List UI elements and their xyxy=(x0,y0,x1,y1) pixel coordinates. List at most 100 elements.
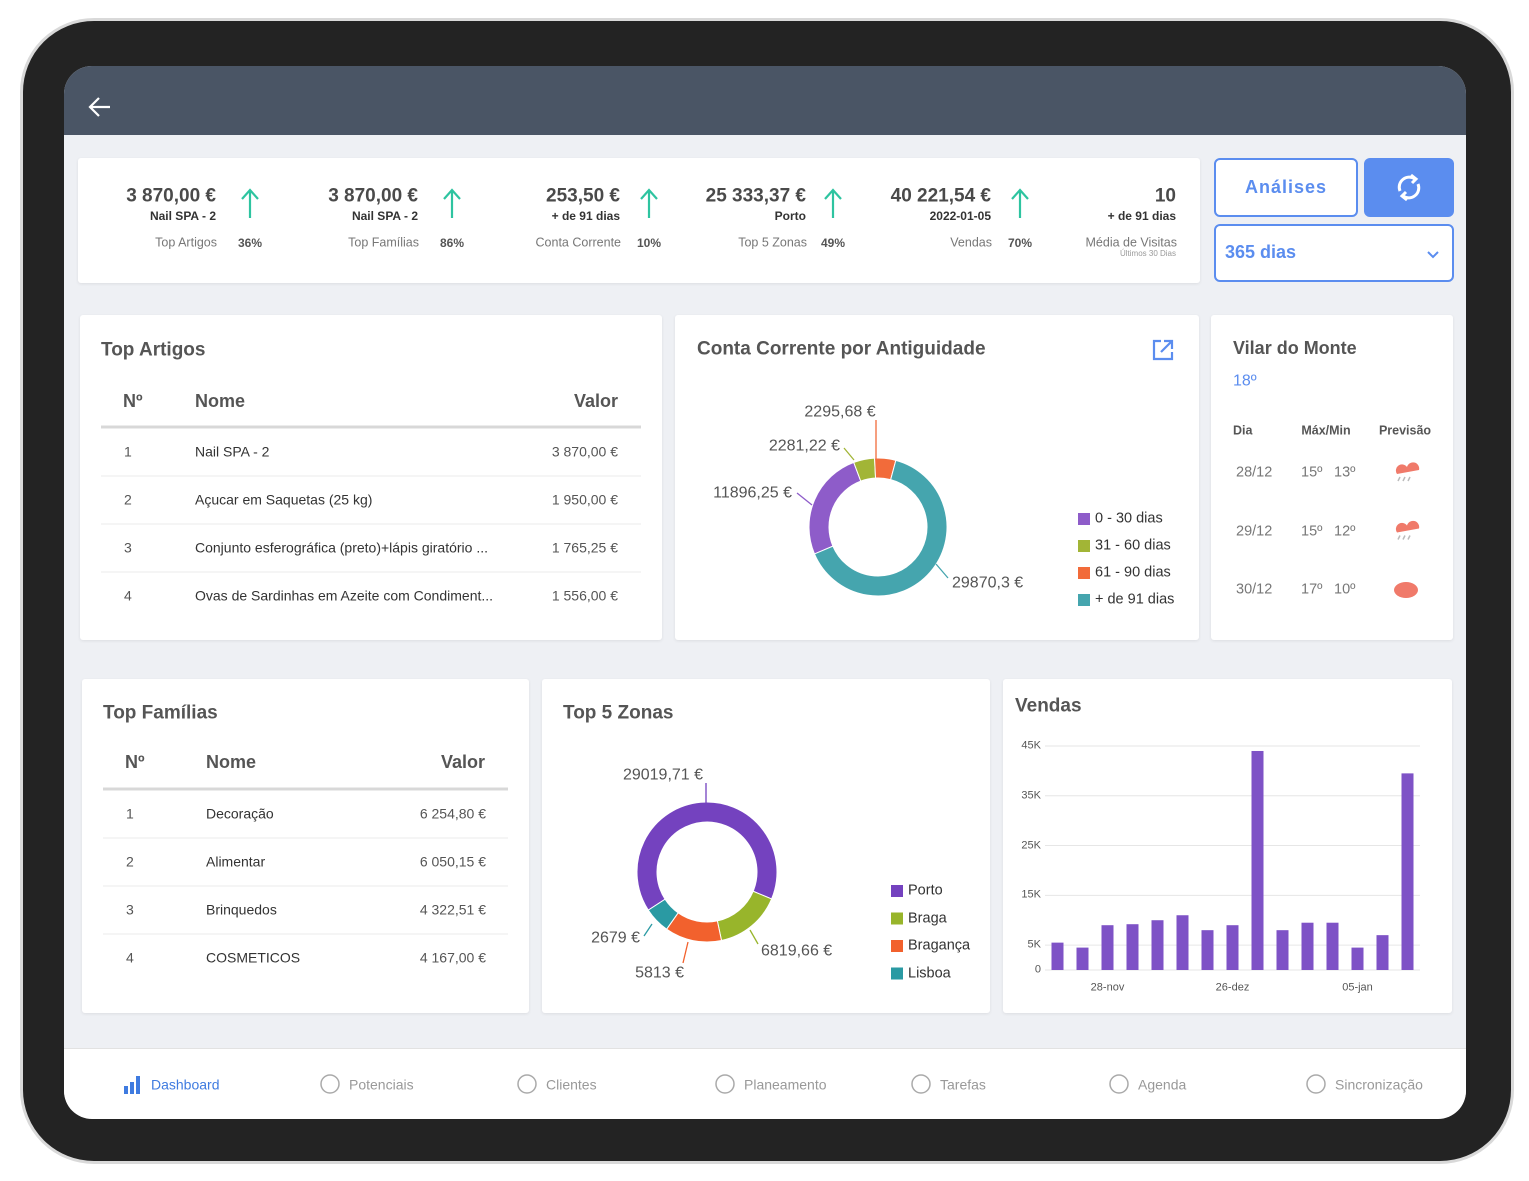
trend-arrow xyxy=(640,188,658,218)
nav-item[interactable]: Planeamento xyxy=(744,1076,827,1093)
kpi-value: 253,50 € xyxy=(546,185,620,207)
x-tick-label: 26-dez xyxy=(1215,981,1250,994)
table-cell: 3 870,00 € xyxy=(551,443,618,460)
weather-header: Previsão xyxy=(1378,423,1432,438)
kpi-label: Conta Corrente xyxy=(535,235,621,250)
x-tick-label: 28-nov xyxy=(1090,981,1125,994)
kpi-pct: 10% xyxy=(637,235,662,250)
weather-day: 30/12 xyxy=(1236,581,1273,598)
column-header: Nome xyxy=(206,752,257,773)
legend-swatch xyxy=(891,912,903,925)
table-cell: 4 xyxy=(124,587,132,604)
table-cell: 1 xyxy=(126,805,134,822)
conta-corrente-card xyxy=(675,315,1199,640)
kpi-note: Últimos 30 Dias xyxy=(1119,249,1176,259)
legend-label: 0 - 30 dias xyxy=(1095,510,1163,527)
kpi-label: Vendas xyxy=(950,235,992,250)
nav-icon xyxy=(1306,1074,1326,1094)
legend-label: Lisboa xyxy=(908,964,951,981)
kpi-value: 25 333,37 € xyxy=(705,185,806,207)
legend-label: 31 - 60 dias xyxy=(1095,537,1171,554)
temperature: 18º xyxy=(1233,372,1257,390)
kpi-label: Top Artigos xyxy=(155,235,217,250)
trend-arrow xyxy=(824,188,842,218)
bar xyxy=(1301,922,1314,970)
card-title: Top Famílias xyxy=(103,702,218,724)
nav-icon xyxy=(715,1074,735,1094)
bar xyxy=(1151,920,1164,970)
y-tick-label: 25K xyxy=(1021,838,1041,851)
nav-item[interactable]: Dashboard xyxy=(151,1076,220,1093)
leader-line xyxy=(643,923,653,937)
kpi-value: 10 xyxy=(1154,185,1176,207)
rain-icon xyxy=(1395,462,1420,474)
column-header: Valor xyxy=(440,752,485,773)
nav-icon xyxy=(320,1074,340,1094)
nav-item[interactable]: Sincronização xyxy=(1335,1076,1423,1093)
bar xyxy=(1101,925,1114,970)
weather-header: Dia xyxy=(1233,423,1253,438)
bar xyxy=(1226,925,1239,970)
legend-swatch xyxy=(1078,540,1090,552)
legend-swatch xyxy=(891,967,903,980)
kpi-label: Média de Visitas xyxy=(1085,235,1178,250)
bar xyxy=(1276,930,1289,970)
trend-arrow xyxy=(241,188,259,218)
bar xyxy=(1326,922,1339,970)
legend-swatch xyxy=(1078,594,1090,606)
donut-segment xyxy=(716,890,773,942)
table-cell: 1 556,00 € xyxy=(551,587,618,604)
legend-label: Braga xyxy=(908,909,947,926)
kpi-pct: 70% xyxy=(1008,235,1033,250)
table-cell: 3 xyxy=(124,539,132,556)
value-label: 2295,68 € xyxy=(804,403,876,421)
kpi-value: 3 870,00 € xyxy=(328,185,418,207)
legend-swatch xyxy=(1078,513,1090,525)
weather-min: 10º xyxy=(1334,581,1356,598)
nav-item[interactable]: Agenda xyxy=(1138,1076,1187,1093)
refresh-button[interactable] xyxy=(1364,158,1454,217)
legend-swatch xyxy=(891,885,903,897)
legend-swatch xyxy=(891,940,903,952)
kpi-sub: Porto xyxy=(774,208,806,223)
weather-header: Máx/Min xyxy=(1301,423,1351,438)
leader-line xyxy=(935,563,949,579)
table-cell: Conjunto esferográfica (preto)+lápis gir… xyxy=(195,539,488,556)
donut-segment xyxy=(808,461,862,555)
weather-max: 17º xyxy=(1301,581,1323,598)
top-artigos-card xyxy=(80,315,662,640)
bar xyxy=(1051,942,1064,970)
y-tick-label: 15K xyxy=(1021,888,1041,901)
nav-item[interactable]: Clientes xyxy=(546,1076,597,1093)
card-title: Top Artigos xyxy=(101,339,206,361)
period-select[interactable]: 365 dias xyxy=(1214,224,1454,282)
sun-icon xyxy=(1394,582,1418,598)
table-cell: 6 050,15 € xyxy=(419,853,486,870)
rain-icon xyxy=(1395,520,1420,533)
table-cell: 1 xyxy=(124,443,132,460)
nav-icon xyxy=(1109,1074,1129,1094)
kpi-value: 40 221,54 € xyxy=(890,185,991,207)
value-label: 2281,22 € xyxy=(768,437,840,455)
kpi-label: Top Famílias xyxy=(348,235,419,250)
value-label: 11896,25 € xyxy=(713,484,792,502)
back-button[interactable] xyxy=(86,94,114,120)
bar xyxy=(1251,750,1264,970)
table-cell: 4 167,00 € xyxy=(419,949,486,966)
open-external[interactable] xyxy=(1151,338,1175,362)
value-label: 2679 € xyxy=(591,929,640,947)
trend-arrow xyxy=(443,188,461,218)
top-familias-card xyxy=(82,679,529,1013)
rain-drops xyxy=(1397,476,1411,482)
table-cell: 1 765,25 € xyxy=(551,539,618,556)
weather-max: 15º xyxy=(1301,464,1323,481)
chart-title: Conta Corrente por Antiguidade xyxy=(697,338,986,360)
chart-title: Top 5 Zonas xyxy=(563,702,674,724)
weather-day: 29/12 xyxy=(1236,522,1273,539)
analises-button[interactable]: Análises xyxy=(1214,158,1358,217)
nav-item[interactable]: Potenciais xyxy=(349,1076,414,1093)
nav-item[interactable]: Tarefas xyxy=(940,1076,986,1093)
legend-label: Bragança xyxy=(908,937,971,954)
bar xyxy=(1401,773,1414,970)
